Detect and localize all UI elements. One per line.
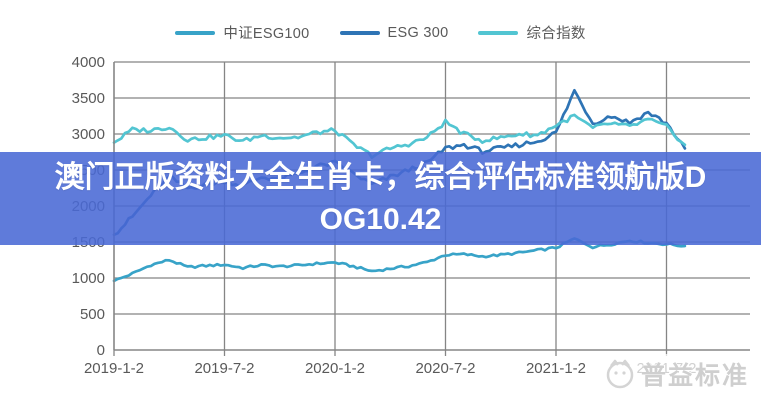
x-tick-label: 2020-7-2 [415, 360, 475, 377]
y-tick-label: 500 [80, 306, 105, 323]
x-tick-label: 2019-1-2 [84, 360, 144, 377]
legend-item-esg100: 中证ESG100 [175, 22, 309, 43]
legend: 中证ESG100 ESG 300 综合指数 [0, 22, 761, 43]
watermark: 普益标准 [598, 354, 753, 394]
x-tick-label: 2021-1-2 [526, 360, 586, 377]
legend-item-composite: 综合指数 [478, 22, 585, 43]
legend-swatch-esg300 [339, 30, 380, 35]
x-tick-label: 2019-7-2 [194, 360, 254, 377]
legend-label-esg300: ESG 300 [387, 24, 449, 41]
legend-item-esg300: ESG 300 [339, 24, 449, 41]
y-tick-label: 4000 [72, 54, 105, 71]
legend-label-esg100: 中证ESG100 [223, 26, 310, 42]
legend-swatch-esg100 [175, 30, 216, 35]
y-tick-label: 3000 [72, 126, 105, 143]
series-line-0 [112, 237, 687, 283]
watermark-logo-icon [606, 359, 634, 389]
banner-title-line2: OG10.42 [319, 202, 442, 236]
x-tick-label: 2020-1-2 [305, 360, 365, 377]
legend-label-composite: 综合指数 [526, 26, 586, 42]
banner-title-line1: 澳门正版资料大全生肖卡，综合评估标准领航版D [54, 160, 707, 194]
watermark-text: 普益标准 [640, 362, 749, 390]
series-line-2 [112, 113, 687, 160]
y-tick-label: 3500 [72, 90, 105, 107]
y-tick-label: 1000 [72, 270, 105, 287]
legend-swatch-composite [478, 30, 519, 35]
y-tick-label: 0 [97, 342, 105, 359]
banner-overlay: 澳门正版资料大全生肖卡，综合评估标准领航版D OG10.42 [0, 152, 761, 245]
